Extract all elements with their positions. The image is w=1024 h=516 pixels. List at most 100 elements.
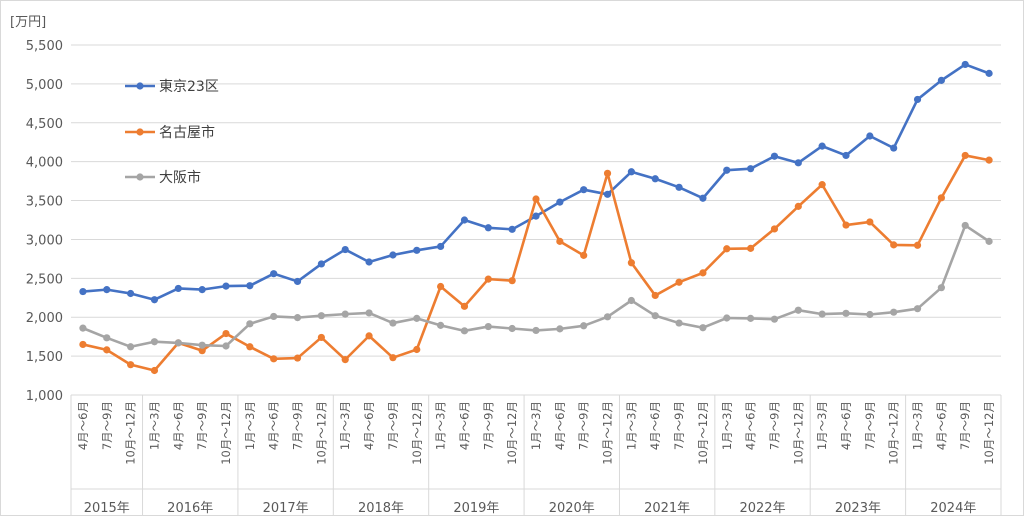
grid-lines — [71, 44, 1001, 396]
data-point — [580, 186, 588, 194]
data-point — [79, 287, 87, 296]
data-point — [79, 340, 87, 349]
data-point — [842, 151, 850, 160]
data-point — [317, 260, 325, 268]
data-point — [127, 361, 135, 369]
x-tick-label: 1月～3月 — [529, 401, 543, 450]
data-point — [293, 314, 302, 322]
data-point — [818, 310, 826, 318]
data-point — [770, 152, 779, 160]
data-point — [913, 95, 922, 104]
data-point — [198, 341, 206, 349]
x-tick-label: 7月～9月 — [863, 401, 877, 450]
x-tick-label: 4月～6月 — [744, 401, 758, 450]
data-point — [913, 241, 922, 249]
data-point — [699, 194, 707, 202]
data-point — [627, 259, 635, 267]
x-tick-label: 10月～12月 — [124, 401, 138, 465]
year-label: 2021年 — [644, 501, 690, 516]
x-tick-label: 4月～6月 — [457, 401, 471, 450]
year-label: 2017年 — [263, 501, 309, 516]
data-point — [556, 198, 564, 206]
x-tick-label: 7月～9月 — [481, 401, 495, 450]
y-tick-label: 2,500 — [26, 272, 63, 287]
x-tick-label: 1月～3月 — [147, 401, 161, 450]
y-tick-label: 4,000 — [26, 156, 63, 171]
data-point — [317, 333, 325, 342]
x-tick-label: 10月～12月 — [601, 401, 615, 465]
y-unit-label: [万円] — [10, 15, 46, 30]
x-axis: 4月～6月 7月～9月 10月～12月 1月～3月 4月～6月 7月～9月 10月～12月 1… — [70, 395, 1002, 516]
series-group — [79, 60, 993, 304]
y-tick-label: 3,500 — [26, 195, 63, 210]
legend-label: 大阪市 — [159, 169, 201, 186]
data-point — [890, 308, 898, 316]
data-point — [484, 322, 492, 331]
data-point — [723, 314, 731, 322]
y-tick-label: 1,500 — [26, 350, 63, 365]
x-tick-label: 10月～12月 — [696, 401, 710, 465]
data-point — [627, 296, 635, 305]
data-point — [484, 275, 492, 283]
data-point — [174, 339, 182, 347]
data-point — [365, 258, 373, 266]
data-point — [150, 338, 159, 346]
data-point — [508, 277, 516, 285]
data-point — [556, 237, 564, 245]
data-point — [556, 325, 564, 333]
data-point — [532, 212, 540, 220]
data-point — [961, 60, 969, 69]
data-point — [937, 284, 945, 292]
x-tick-label: 4月～6月 — [648, 401, 662, 450]
data-point — [222, 342, 230, 350]
data-point — [794, 202, 802, 210]
data-point — [842, 221, 850, 229]
data-point — [437, 242, 445, 251]
year-label: 2023年 — [835, 501, 881, 516]
data-point — [794, 159, 802, 167]
data-point — [580, 322, 588, 330]
data-point — [460, 302, 469, 310]
x-tick-label: 4月～6月 — [171, 401, 185, 450]
data-point — [651, 312, 659, 320]
legend-item: 名古屋市 — [125, 124, 215, 141]
data-point — [270, 312, 278, 321]
x-tick-label: 1月～3月 — [911, 401, 925, 450]
data-point — [270, 270, 278, 278]
y-tick-label: 5,000 — [26, 78, 63, 93]
data-point — [103, 346, 111, 354]
year-label: 2016年 — [167, 501, 213, 516]
x-tick-label: 7月～9月 — [767, 401, 781, 450]
year-label: 2024年 — [930, 501, 976, 516]
data-point — [937, 76, 945, 84]
y-tick-label: 5,500 — [26, 39, 63, 54]
data-point — [341, 245, 349, 254]
data-point — [365, 332, 373, 340]
data-point — [675, 319, 683, 327]
data-point — [532, 195, 540, 203]
data-point — [747, 314, 755, 322]
data-point — [603, 190, 612, 198]
x-tick-label: 7月～9月 — [386, 401, 400, 450]
data-point — [389, 251, 397, 259]
data-point — [890, 241, 898, 249]
legend-item: 東京23区 — [125, 79, 219, 95]
data-point — [198, 347, 206, 355]
legend-label: 名古屋市 — [159, 124, 215, 141]
data-point — [437, 321, 445, 329]
x-tick-label: 7月～9月 — [958, 401, 972, 450]
data-point — [246, 282, 254, 290]
y-tick-label: 1,000 — [26, 389, 63, 404]
x-tick-label: 1月～3月 — [624, 401, 638, 450]
x-tick-label: 4月～6月 — [553, 401, 567, 450]
x-tick-label: 4月～6月 — [362, 401, 376, 450]
data-point — [389, 354, 397, 362]
data-point — [508, 324, 516, 333]
legend-swatch-marker — [136, 173, 144, 181]
data-point — [770, 225, 779, 233]
legend-label: 東京23区 — [159, 79, 219, 95]
x-tick-label: 10月～12月 — [887, 401, 901, 465]
x-tick-label: 10月～12月 — [505, 401, 519, 465]
